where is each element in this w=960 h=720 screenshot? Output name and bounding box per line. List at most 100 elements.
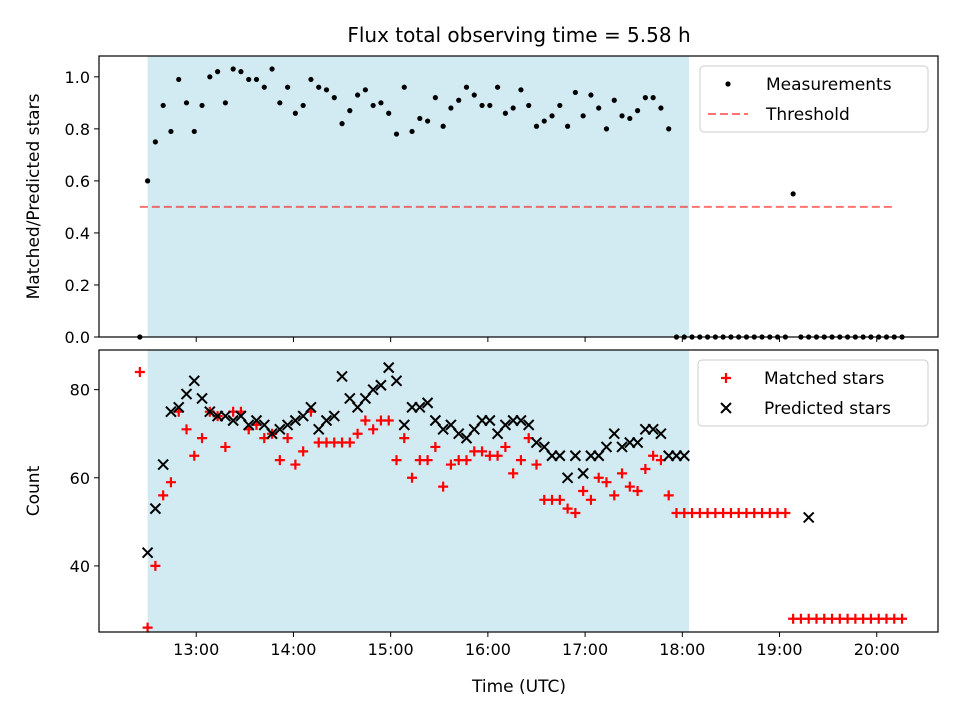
data-point [461,455,472,466]
data-point [243,419,255,431]
data-point [634,108,641,114]
data-point [197,433,208,444]
data-point [391,455,402,466]
data-point [282,433,293,444]
shaded-interval [147,56,690,337]
data-point [142,622,153,633]
data-point [554,494,565,505]
data-point [790,191,796,197]
data-point [191,128,197,135]
data-point [362,87,368,93]
data-point [508,468,519,479]
data-point [577,467,589,480]
data-point [160,102,166,109]
data-point [347,108,353,114]
data-point [274,423,286,436]
data-point [425,118,431,124]
x-tick-label: 13:00 [173,640,219,659]
data-point [549,113,555,119]
legend-label: Matched stars [764,369,884,389]
data-point [632,486,643,496]
data-point [600,441,613,453]
data-point [253,76,260,83]
y-tick-label: 60 [70,469,90,488]
data-point [616,441,628,453]
y-tick-label: 0.6 [65,172,90,191]
legend-marker [725,81,731,87]
data-point [648,450,659,461]
legend-entry: Measurements [725,75,892,95]
data-point [515,414,527,427]
data-point [285,84,291,90]
legend-entry: Threshold [708,105,850,125]
data-point [417,115,423,122]
legend-marker [721,373,731,383]
data-point [196,392,208,405]
x-axis-label: Time (UTC) [471,677,566,697]
data-point [399,433,410,444]
data-point [438,481,449,492]
data-point [580,113,586,119]
data-point [165,405,177,418]
data-point [499,419,512,431]
data-point [149,502,162,515]
legend-label: Predicted stars [764,399,891,419]
data-point [609,490,620,501]
data-point [578,486,589,496]
data-point [370,102,376,109]
data-point [375,379,387,391]
data-point [320,414,333,427]
x-tick-label: 16:00 [465,640,511,659]
x-tick-label: 17:00 [562,640,608,659]
data-point [204,405,216,418]
data-point [352,428,363,439]
data-point [199,102,205,109]
x-tick-label: 19:00 [756,640,802,659]
legend-label: Threshold [765,105,850,125]
series-matched-stars [134,367,908,633]
data-point [219,410,232,422]
x-tick-label: 20:00 [854,640,900,659]
data-point [603,126,610,132]
data-point [215,69,221,75]
data-point [487,102,493,109]
data-point [647,423,659,436]
legend-box [697,359,929,427]
y-tick-label: 0.2 [65,276,90,295]
data-point [339,121,345,127]
data-point [183,100,190,106]
data-point [440,123,446,129]
data-point [180,388,193,400]
data-point [230,66,236,72]
data-point [596,105,602,111]
data-point [277,100,283,106]
shaded-interval [147,350,690,632]
data-point [479,102,485,109]
data-point [640,463,651,474]
data-point [152,139,158,145]
data-point [554,450,566,462]
data-point [650,95,656,101]
data-point [453,428,465,440]
data-point [502,110,508,116]
chart-title: Flux total observing time = 5.58 h [347,23,690,47]
data-point [523,419,535,431]
data-point [238,69,244,75]
data-point [188,375,200,387]
legend-entry: Matched stars [721,369,884,389]
data-point [678,450,690,462]
x-tick-label: 15:00 [368,640,414,659]
data-point [292,110,298,116]
data-point [308,76,314,83]
data-point [414,401,426,413]
data-point [269,66,275,72]
data-point [367,383,379,396]
data-point [663,490,674,501]
data-point [492,450,503,461]
data-point [331,95,337,101]
y-tick-label: 0.0 [65,328,90,347]
data-point [530,436,543,449]
data-point [336,370,348,383]
data-point [189,450,200,461]
data-point [401,84,407,90]
